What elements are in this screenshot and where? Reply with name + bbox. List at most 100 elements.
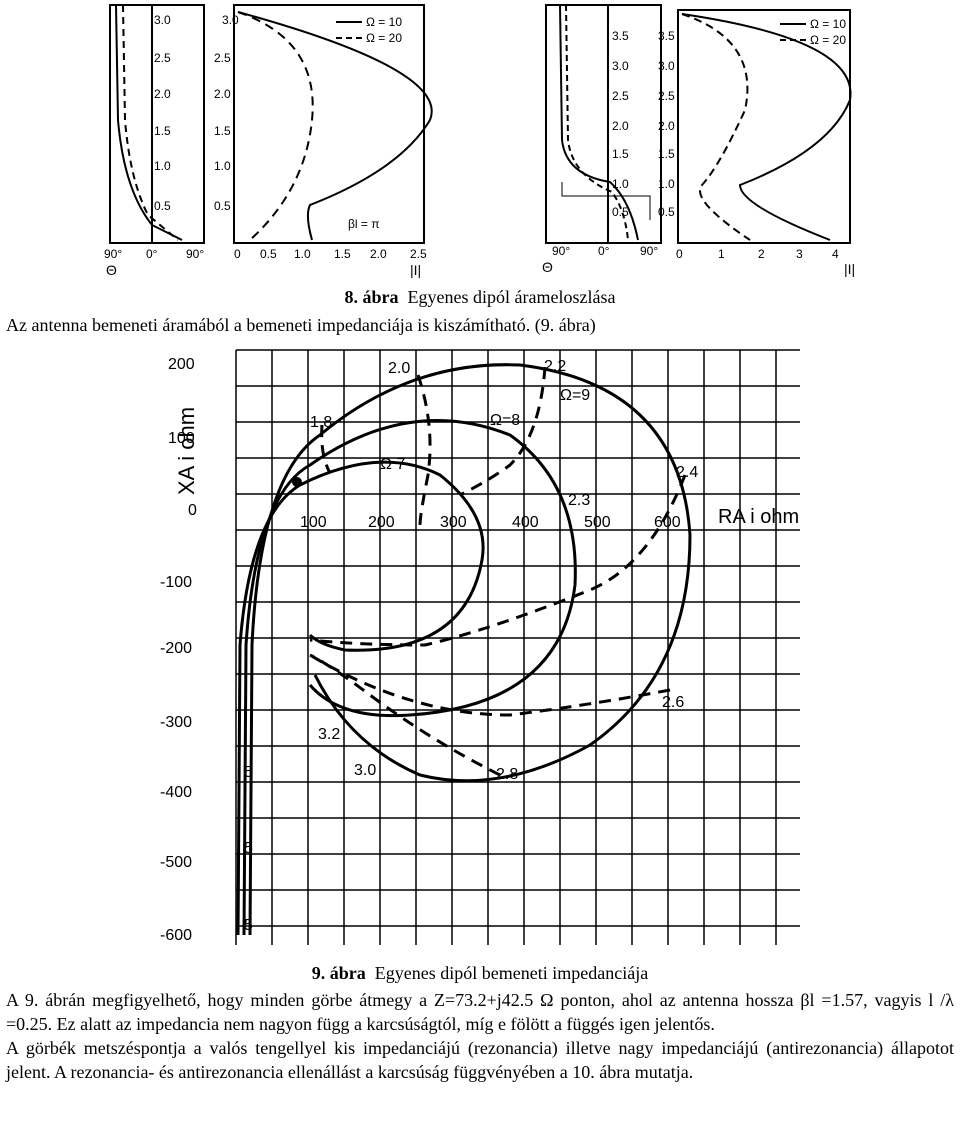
p4-xtick: 3 (796, 247, 803, 261)
p3-tick: 3.5 (612, 29, 629, 43)
intro-text: Az antenna bemeneti áramából a bemeneti … (6, 315, 596, 335)
y-tick: 100 (168, 430, 195, 447)
dashed-2.4 (309, 474, 687, 647)
panel2-frame (233, 4, 425, 244)
point-label: 5 (244, 764, 253, 781)
panel4-frame (677, 9, 851, 244)
point-label: 2.4 (676, 464, 698, 481)
figure-8-current-distribution: 3.0 2.5 2.0 1.5 1.0 0.5 90° 0° 90° Θ 3.0… (104, 4, 855, 278)
panel1-frame (109, 4, 205, 244)
p2-legend-0: Ω = 10 (366, 15, 402, 29)
figure-8-caption-text: Egyenes dipól árameloszlása (407, 287, 616, 307)
x-tick: 100 (300, 514, 327, 531)
p4-xlabel: |I| (844, 261, 855, 277)
p4-tick: 0.5 (658, 205, 675, 219)
point-label: 1.8 (310, 414, 332, 431)
point-label: 5 (244, 840, 253, 857)
p3-tick: 1.5 (612, 147, 629, 161)
p4-legend-1: Ω = 20 (810, 33, 846, 47)
p1-tick: 0.5 (154, 199, 171, 213)
p4-xtick: 0 (676, 247, 683, 261)
p1-tick: 2.0 (154, 87, 171, 101)
panel1-curve-omega10 (115, 4, 183, 241)
point-label: 3.0 (354, 762, 376, 779)
p1-xtick: 90° (104, 247, 122, 261)
p2-tick: 1.5 (214, 124, 231, 138)
intro-line: Az antenna bemeneti áramából a bemeneti … (6, 313, 954, 337)
p4-xtick: 4 (832, 247, 839, 261)
x-tick: 400 (512, 514, 539, 531)
point-label: 3.2 (318, 726, 340, 743)
p3-xtick: 0° (598, 244, 610, 258)
curve-label-omega-9: Ω=9 (560, 387, 590, 404)
dashed-2.6 (309, 653, 671, 717)
p4-legend-0: Ω = 10 (810, 17, 846, 31)
x-tick: 200 (368, 514, 395, 531)
point-label: 2.2 (544, 358, 566, 375)
figure-8-caption-number: 8. ábra (344, 287, 399, 307)
panel1-curve-omega20 (122, 4, 179, 241)
y-tick: 0 (188, 502, 197, 519)
p2-tick: 0.5 (214, 199, 231, 213)
figure-8-caption: 8. ábra Egyenes dipól árameloszlása (0, 287, 960, 308)
dashed-2.2 (459, 366, 547, 497)
paragraph-2: A görbék metszéspontja a valós tengellye… (6, 1038, 954, 1082)
paragraph-1: A 9. ábrán megfigyelhető, hogy minden gö… (6, 990, 954, 1034)
p2-legend-1: Ω = 20 (366, 31, 402, 45)
x-tick: 500 (584, 514, 611, 531)
curve-label-omega-8: Ω=8 (490, 412, 520, 429)
p4-tick: 2.0 (658, 119, 675, 133)
p3-xlabel: Θ (542, 259, 553, 275)
p3-xtick: 90° (640, 244, 658, 258)
x-tick: 300 (440, 514, 467, 531)
p4-tick: 1.0 (658, 177, 675, 191)
p3-tick: 1.0 (612, 177, 629, 191)
grid (235, 349, 800, 945)
p4-tick: 3.5 (658, 29, 675, 43)
curve-omega-9 (248, 363, 692, 936)
p2-xtick: 2.5 (410, 247, 427, 261)
p2-xtick: 0.5 (260, 247, 277, 261)
figure-9-caption-text: Egyenes dipól bemeneti impedanciája (374, 963, 649, 983)
p3-tick: 2.0 (612, 119, 629, 133)
p4-xtick: 2 (758, 247, 765, 261)
panel3-curve-omega10 (559, 4, 639, 241)
figure-9-caption-number: 9. ábra (311, 963, 366, 983)
p3-xtick: 90° (552, 244, 570, 258)
p2-tick: 3.0 (222, 13, 239, 27)
p3-tick: 2.5 (612, 89, 629, 103)
common-point-marker (292, 477, 302, 487)
y-tick: -400 (160, 784, 192, 801)
p4-tick: 1.5 (658, 147, 675, 161)
figure-9-caption: 9. ábra Egyenes dipól bemeneti impedanci… (0, 963, 960, 984)
p2-xtick: 1.5 (334, 247, 351, 261)
p2-tick: 2.5 (214, 51, 231, 65)
y-tick: 200 (168, 356, 195, 373)
p3-tick: 0.5 (612, 205, 629, 219)
y-tick: -300 (160, 714, 192, 731)
panel4-curve-omega10 (681, 13, 852, 241)
dashed-1.8 (320, 424, 332, 474)
p1-xtick: 90° (186, 247, 204, 261)
y-tick: -600 (160, 927, 192, 944)
body-text: A 9. ábrán megfigyelhető, hogy minden gö… (6, 988, 954, 1084)
p2-xlabel: |I| (410, 262, 421, 278)
p2-tick: 2.0 (214, 87, 231, 101)
curve-label-omega-7: Ω 7 (380, 456, 405, 473)
dashed-2.8 (309, 653, 501, 777)
point-label: 2.3 (568, 492, 590, 509)
p1-tick: 2.5 (154, 51, 171, 65)
p3-tick: 3.0 (612, 59, 629, 73)
p2-annotation: βl = π (348, 217, 380, 231)
p2-xtick: 1.0 (294, 247, 311, 261)
panel4-curve-omega20 (681, 13, 751, 241)
curve-omega-7 (236, 460, 485, 936)
p1-tick: 1.5 (154, 124, 171, 138)
figure-9-impedance-plot: 200 100 0 -100 -200 -300 -400 -500 -600 … (160, 349, 800, 945)
x-tick: 600 (654, 514, 681, 531)
p4-xtick: 1 (718, 247, 725, 261)
p2-xtick: 0 (234, 247, 241, 261)
p2-tick: 1.0 (214, 159, 231, 173)
point-label: 5 (244, 917, 253, 934)
panel3-frame (545, 4, 662, 244)
